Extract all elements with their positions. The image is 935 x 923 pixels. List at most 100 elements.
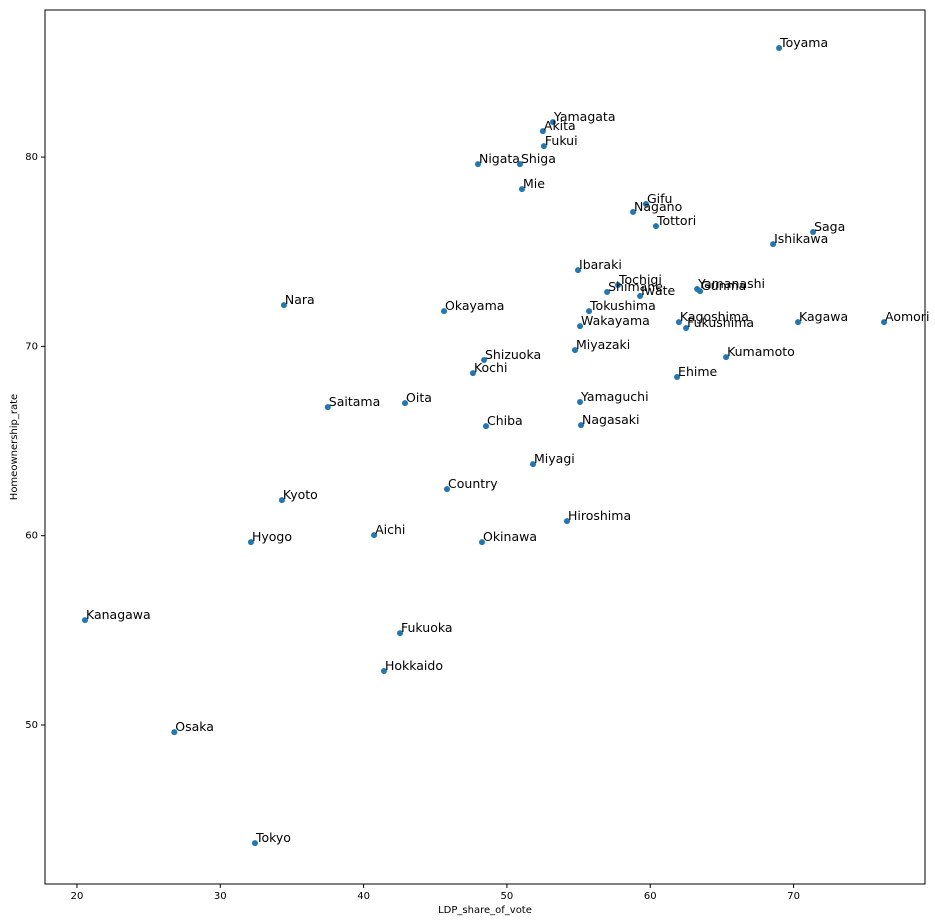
- point: [539, 128, 546, 135]
- point-label: Kagawa: [799, 309, 848, 324]
- plot-frame: [44, 9, 926, 885]
- point: [247, 539, 254, 546]
- point: [516, 161, 523, 168]
- y-tick-label: 60: [25, 531, 38, 542]
- x-tick-label: 20: [71, 891, 84, 902]
- point-label: Okayama: [445, 298, 504, 313]
- point-label: Shizuoka: [485, 347, 541, 362]
- point-label: Kanagawa: [86, 607, 151, 622]
- point-label: Wakayama: [581, 313, 650, 328]
- point: [674, 374, 681, 381]
- point-label: Chiba: [487, 413, 523, 428]
- point-label: Kumamoto: [727, 344, 795, 359]
- x-tick-label: 30: [214, 891, 227, 902]
- point-label: Yamaguchi: [580, 389, 649, 404]
- x-tick-label: 40: [357, 891, 370, 902]
- point: [171, 729, 178, 736]
- point-label: Mie: [523, 176, 545, 191]
- point: [770, 241, 777, 248]
- point: [586, 308, 593, 315]
- point-label: Iwate: [641, 283, 675, 298]
- point-label: Aichi: [375, 522, 405, 537]
- y-axis-label: Homeownership_rate: [9, 394, 20, 500]
- point: [723, 354, 730, 361]
- point-label: Shimane: [608, 279, 663, 294]
- point: [530, 461, 537, 468]
- point-label: Yamanashi: [697, 276, 765, 291]
- point-label: Kochi: [474, 360, 508, 375]
- point: [397, 630, 404, 637]
- point: [280, 302, 287, 309]
- point-label: Tochigi: [618, 272, 662, 287]
- point: [518, 186, 525, 193]
- point: [675, 319, 682, 326]
- point: [478, 539, 485, 546]
- point-label: Fukui: [545, 133, 578, 148]
- point: [577, 323, 584, 330]
- point-label: Saga: [814, 219, 845, 234]
- point-label: Tokushima: [589, 298, 656, 313]
- point: [572, 347, 579, 354]
- point-label: Fukuoka: [401, 620, 453, 635]
- point: [575, 267, 582, 274]
- x-axis-label: LDP_share_of_vote: [438, 905, 532, 916]
- point-label: Hyogo: [252, 529, 292, 544]
- point: [278, 497, 285, 504]
- point-label: Akita: [544, 118, 576, 133]
- point-label: Hokkaido: [385, 658, 443, 673]
- point-label: Ehime: [678, 364, 717, 379]
- point-label: Nigata: [479, 151, 520, 166]
- point: [696, 288, 703, 295]
- point-label: Saitama: [329, 394, 380, 409]
- point-label: Okinawa: [483, 529, 537, 544]
- x-tick-label: 60: [644, 891, 657, 902]
- point: [380, 668, 387, 675]
- point: [441, 308, 448, 315]
- point: [776, 45, 783, 52]
- point: [402, 400, 409, 407]
- point-label: Nagasaki: [582, 412, 640, 427]
- point-label: Gunma: [701, 278, 746, 293]
- point-label: Osaka: [175, 719, 214, 734]
- point-label: Nara: [285, 292, 315, 307]
- point: [604, 289, 611, 296]
- point-label: Fukushima: [687, 315, 754, 330]
- point-label: Country: [448, 476, 498, 491]
- point-label: Kyoto: [283, 487, 318, 502]
- point-label: Gifu: [647, 191, 672, 206]
- point: [637, 293, 644, 300]
- point-label: Kagoshima: [680, 309, 749, 324]
- point: [642, 201, 649, 208]
- point-label: Hiroshima: [568, 508, 631, 523]
- point: [630, 208, 637, 215]
- y-tick-label: 80: [25, 152, 38, 163]
- point: [652, 223, 659, 230]
- point: [881, 319, 888, 326]
- point-label: Toyama: [779, 35, 828, 50]
- point: [563, 518, 570, 525]
- point: [578, 422, 585, 429]
- point: [81, 617, 88, 624]
- point: [549, 119, 556, 126]
- point-label: Ibaraki: [579, 257, 622, 272]
- point: [474, 161, 481, 168]
- x-tick-label: 70: [787, 891, 800, 902]
- point-label: Tottori: [656, 213, 696, 228]
- point-label: Miyazaki: [576, 337, 630, 352]
- point: [480, 357, 487, 364]
- point: [324, 404, 331, 411]
- point: [469, 370, 476, 377]
- point: [444, 486, 451, 493]
- point-label: Aomori: [885, 309, 929, 324]
- y-tick-label: 50: [25, 720, 38, 731]
- point: [371, 532, 378, 539]
- point-label: Miyagi: [534, 451, 575, 466]
- point-label: Tokyo: [255, 830, 291, 845]
- point: [540, 143, 547, 150]
- y-tick-label: 70: [25, 341, 38, 352]
- point: [483, 423, 490, 430]
- point: [810, 229, 817, 236]
- point: [577, 399, 584, 406]
- point: [251, 840, 258, 847]
